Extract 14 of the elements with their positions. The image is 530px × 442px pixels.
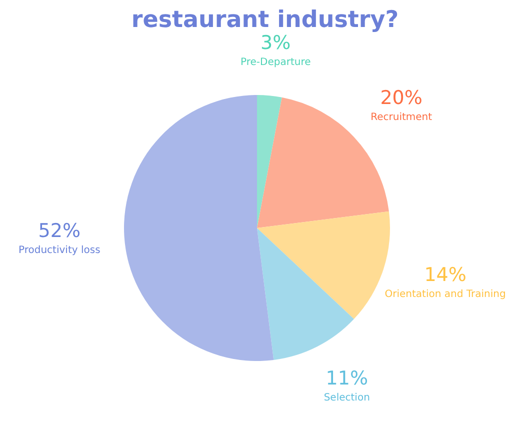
chart-title: restaurant industry? [131, 7, 399, 33]
data-label: 3% [260, 32, 291, 54]
pie-slice [257, 228, 354, 360]
data-label: 14% [424, 264, 466, 286]
data-label: 20% [380, 87, 422, 110]
pie-slice [124, 95, 274, 361]
slice-label: Productivity loss [18, 245, 100, 256]
slice-label: Orientation and Training [384, 289, 506, 300]
data-label: 52% [38, 220, 81, 242]
data-label: 11% [326, 368, 368, 390]
slice-label: Recruitment [370, 112, 432, 124]
slice-label: Pre-Departure [240, 56, 311, 68]
pie-slice [257, 95, 282, 228]
slice-label: Selection [324, 392, 370, 404]
